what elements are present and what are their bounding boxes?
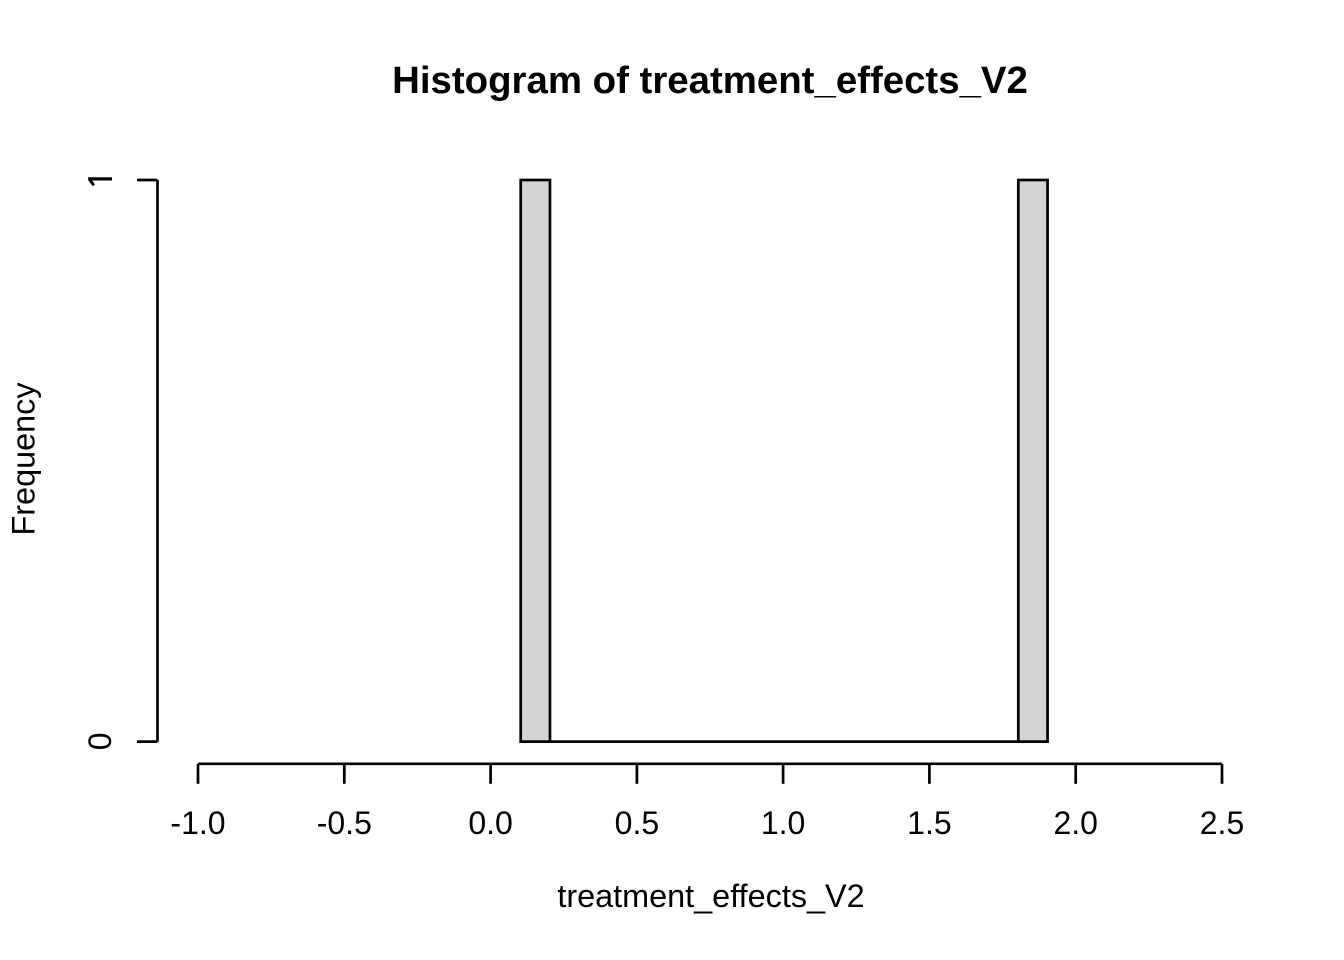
svg-text:treatment_effects_V2: treatment_effects_V2	[557, 878, 864, 914]
svg-text:Frequency: Frequency	[6, 382, 42, 536]
svg-text:0.0: 0.0	[468, 805, 512, 841]
svg-text:2.0: 2.0	[1053, 805, 1097, 841]
svg-text:2.5: 2.5	[1200, 805, 1244, 841]
svg-text:1.5: 1.5	[907, 805, 951, 841]
svg-text:Histogram of treatment_effects: Histogram of treatment_effects_V2	[392, 59, 1028, 102]
svg-text:0.5: 0.5	[615, 805, 659, 841]
svg-text:0: 0	[82, 733, 118, 751]
svg-text:-1.0: -1.0	[170, 805, 225, 841]
svg-text:-0.5: -0.5	[317, 805, 372, 841]
svg-text:1.0: 1.0	[761, 805, 805, 841]
